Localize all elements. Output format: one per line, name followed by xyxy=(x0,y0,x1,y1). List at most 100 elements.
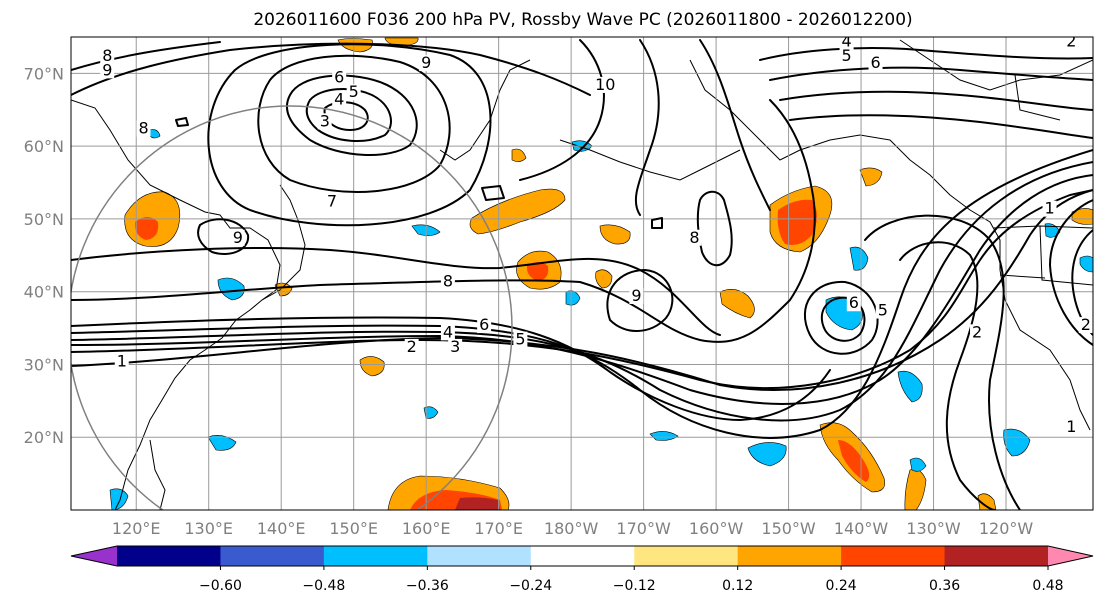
contour-label: 3 xyxy=(450,337,460,356)
pv-contour-3 xyxy=(71,174,1093,405)
pv-contour-high xyxy=(634,39,660,216)
colorbar-tick-label: 0.24 xyxy=(826,578,857,594)
contour-label-background xyxy=(136,120,151,137)
contour-label-background xyxy=(100,47,115,64)
pv-contour-4 xyxy=(71,161,1093,422)
colorbar-segment xyxy=(220,546,325,566)
contour-label-background xyxy=(332,69,347,86)
colorbar-segment xyxy=(944,546,1049,566)
pv-contours xyxy=(71,39,1093,510)
positive-patch xyxy=(599,224,631,245)
pv-contour-high xyxy=(71,41,221,71)
negative-patch xyxy=(109,488,129,510)
contour-label-background xyxy=(440,273,455,290)
contour-label: 1 xyxy=(1045,199,1055,218)
pv-contour-ridge xyxy=(789,114,1093,139)
contour-label-background xyxy=(346,84,361,101)
coastline-philippines xyxy=(149,439,166,510)
pv-contour-trough xyxy=(864,214,1021,510)
pv-contour-low xyxy=(820,296,866,342)
lon-label: 180°W xyxy=(544,519,599,538)
pv-contour-trough xyxy=(1049,199,1093,346)
longitude-labels: 120°E 130°E 140°E 150°E 160°E 170°E 180°W 170°W… xyxy=(112,519,1033,538)
contour-label-background xyxy=(419,55,434,72)
contour-label: 4 xyxy=(842,31,852,50)
pv-contour-7 xyxy=(71,99,816,343)
pv-contour-small xyxy=(175,117,189,127)
contour-label-background xyxy=(324,193,339,210)
contour-label-background xyxy=(868,55,883,72)
contour-label: 6 xyxy=(849,293,859,312)
contour-label-background xyxy=(1064,37,1079,50)
colorbar-segment xyxy=(530,546,635,566)
lat-label: 60°N xyxy=(24,137,64,156)
contour-label: 2 xyxy=(972,322,982,341)
lon-label: 120°E xyxy=(112,519,161,538)
contour-label: 8 xyxy=(689,228,699,247)
coastline-japan xyxy=(261,184,306,301)
coastline-aleutians xyxy=(559,139,741,181)
pv-contour-ridge xyxy=(779,90,1093,111)
positive-patch xyxy=(719,288,755,319)
colorbar: −0.60 −0.48 −0.36 −0.24 −0.12 0.12 0.24 0.36 0.4… xyxy=(70,545,1094,594)
colorbar-segment xyxy=(323,546,428,566)
lat-label: 30°N xyxy=(24,355,64,374)
colorbar-segment xyxy=(634,546,739,566)
colorbar-segment xyxy=(841,546,946,566)
contour-label: 10 xyxy=(595,75,615,94)
contour-label: 5 xyxy=(349,82,359,101)
contour-label-background xyxy=(846,295,861,312)
contour-label: 2 xyxy=(1066,31,1076,50)
contour-label-background xyxy=(513,331,528,348)
positive-patch xyxy=(511,148,527,162)
contour-label-background xyxy=(1064,418,1079,435)
contour-label-background xyxy=(114,353,129,370)
contour-label: 6 xyxy=(334,68,344,87)
pv-contour-ridge xyxy=(769,66,1093,81)
contour-label: 5 xyxy=(515,330,525,349)
lon-label: 170°E xyxy=(474,519,523,538)
figure-title: 2026011600 F036 200 hPa PV, Rossby Wave … xyxy=(253,10,912,30)
positive-patch xyxy=(977,493,997,510)
pv-contour-8 xyxy=(71,247,721,336)
colorbar-tick-label: 0.12 xyxy=(722,578,753,594)
lon-label: 140°E xyxy=(257,519,306,538)
negative-patch xyxy=(207,435,237,451)
lon-label: 160°W xyxy=(689,519,744,538)
positive-patch-core xyxy=(526,262,549,281)
contour-label: 2 xyxy=(407,337,417,356)
contour-label-background xyxy=(317,113,332,130)
contour-label-background xyxy=(332,91,347,108)
contour-label-background xyxy=(477,317,492,334)
colorbar-tick-label: −0.60 xyxy=(199,578,242,594)
pv-contour-high xyxy=(699,39,771,211)
positive-patch xyxy=(595,269,613,289)
colorbar-outline xyxy=(70,545,1094,567)
region-circle-outline xyxy=(71,105,513,510)
negative-patch xyxy=(649,431,679,441)
lon-label: 140°W xyxy=(834,519,889,538)
contour-label-background xyxy=(593,76,618,93)
pv-contour-small xyxy=(481,185,505,201)
colorbar-segment xyxy=(737,546,842,566)
contour-label: 4 xyxy=(334,89,344,108)
contour-label: 9 xyxy=(233,228,243,247)
colorbar-tick-label: −0.24 xyxy=(509,578,552,594)
contour-label: 2 xyxy=(1081,315,1091,334)
positive-patch xyxy=(469,188,566,235)
pv-contour-2 xyxy=(71,189,1093,390)
contour-label-background xyxy=(440,324,455,341)
coastline-arctic xyxy=(899,39,1093,91)
contour-label-background xyxy=(230,229,245,246)
contour-label-background xyxy=(839,47,854,64)
coastlines xyxy=(71,39,1093,510)
graticule xyxy=(71,37,1093,510)
lon-label: 130°W xyxy=(906,519,961,538)
contour-label-background xyxy=(839,37,854,50)
map-frame xyxy=(70,36,1094,511)
contour-label: 9 xyxy=(631,286,641,305)
contour-label: 6 xyxy=(871,53,881,72)
contour-label-background xyxy=(100,62,115,79)
